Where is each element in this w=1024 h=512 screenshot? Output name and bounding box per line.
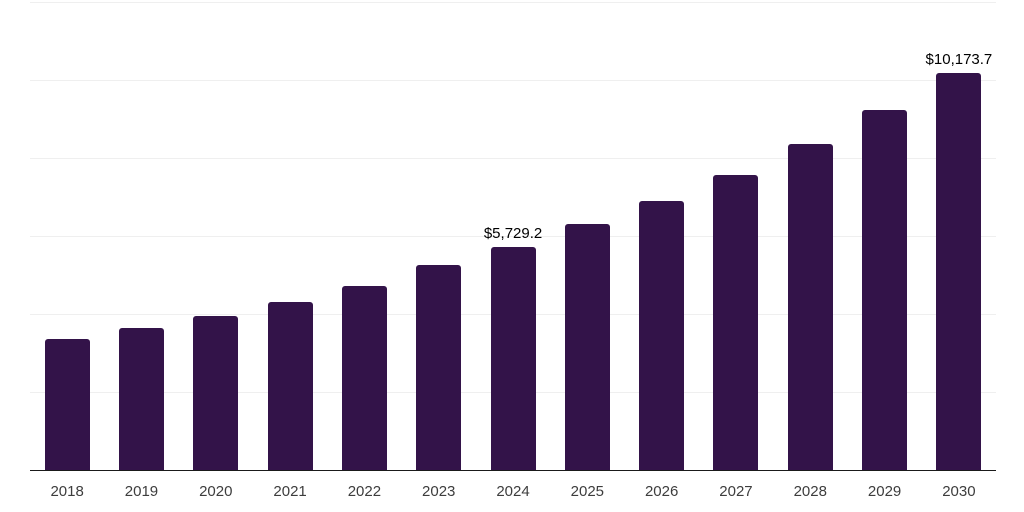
- plot-area: 2018 2019 2020 2021 2022 2023 $5,729.2 2024 2025…: [30, 2, 996, 500]
- data-label-2024: $5,729.2: [483, 224, 543, 242]
- bar-slot-2025: 2025: [550, 2, 624, 500]
- bar-2026[interactable]: [639, 200, 685, 470]
- bar-slot-2023: 2023: [402, 2, 476, 500]
- x-tick-label-2028: 2028: [793, 483, 827, 500]
- x-tick-label-2019: 2019: [124, 483, 159, 500]
- x-tick-label-2030: 2030: [942, 483, 976, 500]
- bar-2025[interactable]: [564, 223, 610, 470]
- bar-2029[interactable]: [862, 110, 908, 470]
- gridline-8000: [30, 158, 996, 160]
- bar-slot-2021: 2021: [253, 2, 327, 500]
- bar-slot-2030: $10,173.7 2030: [922, 2, 996, 500]
- bar-slot-2029: 2029: [847, 2, 921, 500]
- bar-2021[interactable]: [267, 301, 313, 470]
- bar-2019[interactable]: [118, 328, 164, 470]
- bar-slot-2022: 2022: [327, 2, 401, 500]
- bar-2030[interactable]: [936, 73, 982, 470]
- bar-2020[interactable]: [193, 315, 239, 470]
- bar-2018[interactable]: [44, 339, 90, 470]
- bar-slot-2028: 2028: [773, 2, 847, 500]
- gridline-10000: [30, 80, 996, 81]
- bars-container: 2018 2019 2020 2021 2022 2023 $5,729.2 2024 2025…: [30, 2, 996, 500]
- x-tick-label-2029: 2029: [867, 483, 902, 500]
- bar-2028[interactable]: [787, 143, 833, 470]
- bar-2027[interactable]: [713, 175, 759, 470]
- bar-slot-2027: 2027: [699, 2, 773, 500]
- bar-2022[interactable]: [341, 285, 387, 470]
- x-tick-label-2018: 2018: [50, 483, 84, 500]
- x-tick-label-2027: 2027: [719, 483, 753, 500]
- x-tick-label-2025: 2025: [570, 483, 605, 500]
- bar-slot-2018: 2018: [30, 2, 104, 500]
- x-tick-label-2023: 2023: [422, 483, 456, 500]
- bar-slot-2026: 2026: [625, 2, 699, 500]
- gridline-6000: [30, 236, 996, 237]
- x-tick-label-2026: 2026: [644, 483, 679, 500]
- bar-slot-2024: $5,729.2 2024: [476, 2, 550, 500]
- bar-2023[interactable]: [416, 265, 462, 470]
- x-tick-label-2021: 2021: [273, 483, 307, 500]
- bar-slot-2020: 2020: [179, 2, 253, 500]
- bar-slot-2019: 2019: [104, 2, 178, 500]
- x-tick-label-2024: 2024: [496, 483, 530, 500]
- x-tick-label-2020: 2020: [199, 483, 233, 500]
- x-tick-label-2022: 2022: [347, 483, 382, 500]
- gridline-12000: [30, 2, 996, 3]
- bar-2024[interactable]: [490, 246, 536, 470]
- data-label-2030: $10,173.7: [925, 51, 993, 69]
